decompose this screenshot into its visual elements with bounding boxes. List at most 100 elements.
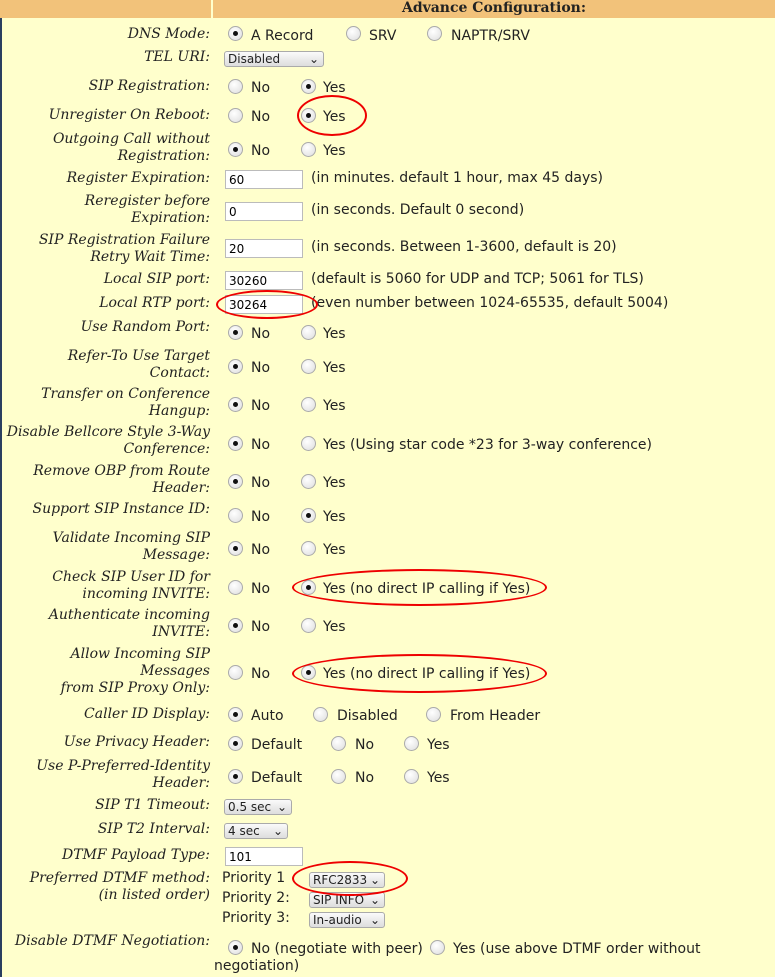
radio-validate-no[interactable] <box>228 541 243 556</box>
tel-uri-select[interactable]: Disabled ⌄ <box>224 51 324 67</box>
label-remove-obp: Remove OBP from Route Header: <box>33 463 210 496</box>
radio-callerid-from-header[interactable] <box>426 707 441 722</box>
option-label: Default <box>251 737 303 753</box>
option-label: Yes (use above DTMF order without <box>453 941 701 957</box>
radio-ppi-yes[interactable] <box>404 769 419 784</box>
radio-dns-a-record[interactable] <box>228 26 243 41</box>
dtmf-priority-1-select[interactable]: RFC2833 ⌄ <box>309 872 385 888</box>
radio-checkuser-no[interactable] <box>228 580 243 595</box>
select-value: 0.5 sec <box>228 800 272 814</box>
label-authenticate-invite: Authenticate incoming INVITE: <box>48 607 210 640</box>
radio-outgoing-no[interactable] <box>228 142 243 157</box>
radio-allowproxy-no[interactable] <box>228 665 243 680</box>
radio-ppi-no[interactable] <box>331 769 346 784</box>
radio-auth-no[interactable] <box>228 618 243 633</box>
radio-checkuser-yes[interactable] <box>301 580 316 595</box>
radio-callerid-auto[interactable] <box>228 707 243 722</box>
local-rtp-port-input[interactable] <box>225 295 303 314</box>
radio-random-no[interactable] <box>228 325 243 340</box>
option-label: No (negotiate with peer) <box>251 941 423 957</box>
radio-unreg-yes[interactable] <box>301 108 316 123</box>
label-dtmf-method: Preferred DTMF method: (in listed order) <box>29 870 210 903</box>
chevron-down-icon: ⌄ <box>308 52 319 66</box>
option-label: No <box>251 475 271 491</box>
radio-bellcore-yes[interactable] <box>301 436 316 451</box>
radio-refer-yes[interactable] <box>301 359 316 374</box>
radio-instance-no[interactable] <box>228 508 243 523</box>
option-label: Yes <box>323 326 346 342</box>
radio-transfer-yes[interactable] <box>301 397 316 412</box>
local-sip-port-input[interactable] <box>225 271 303 290</box>
dtmf-priority-3-select[interactable]: In-audio ⌄ <box>309 912 385 928</box>
radio-privacy-default[interactable] <box>228 736 243 751</box>
register-expiration-input[interactable] <box>225 170 303 189</box>
option-label: From Header <box>450 708 541 724</box>
radio-privacy-no[interactable] <box>331 736 346 751</box>
hint-text: (default is 5060 for UDP and TCP; 5061 f… <box>311 271 644 287</box>
radio-dns-srv[interactable] <box>346 26 361 41</box>
option-label: No <box>251 398 271 414</box>
chevron-down-icon: ⌄ <box>369 913 380 927</box>
label-ppi-header: Use P-Preferred-Identity Header: <box>36 758 210 791</box>
priority-3-label: Priority 3: <box>222 910 290 926</box>
dtmf-payload-input[interactable] <box>225 847 303 866</box>
label-failure-retry: SIP Registration Failure Retry Wait Time… <box>38 232 210 265</box>
select-value: RFC2833 <box>313 873 368 887</box>
option-label: Disabled <box>337 708 398 724</box>
label-sip-instance: Support SIP Instance ID: <box>32 501 211 517</box>
option-label: Yes <box>323 542 346 558</box>
select-value: Disabled <box>228 52 281 66</box>
option-label: Yes <box>323 398 346 414</box>
radio-auth-yes[interactable] <box>301 618 316 633</box>
option-label: NAPTR/SRV <box>451 28 530 44</box>
radio-dtmfneg-no[interactable] <box>228 940 243 955</box>
t2-interval-select[interactable]: 4 sec ⌄ <box>224 823 288 839</box>
radio-transfer-no[interactable] <box>228 397 243 412</box>
radio-obp-yes[interactable] <box>301 474 316 489</box>
option-label: No <box>251 109 271 125</box>
label-refer-to: Refer-To Use Target Contact: <box>67 348 210 381</box>
radio-obp-no[interactable] <box>228 474 243 489</box>
radio-dtmfneg-yes[interactable] <box>430 940 445 955</box>
option-label: Yes <box>427 737 450 753</box>
radio-outgoing-yes[interactable] <box>301 142 316 157</box>
label-t2-interval: SIP T2 Interval: <box>97 821 210 837</box>
chevron-down-icon: ⌄ <box>276 800 287 814</box>
option-label: SRV <box>369 28 397 44</box>
section-title: Advance Configuration: <box>213 0 775 18</box>
option-label: Yes <box>323 109 346 125</box>
label-local-rtp-port: Local RTP port: <box>99 295 210 311</box>
option-label: Yes <box>323 360 346 376</box>
radio-allowproxy-yes[interactable] <box>301 665 316 680</box>
label-register-expiration: Register Expiration: <box>66 170 210 186</box>
radio-random-yes[interactable] <box>301 325 316 340</box>
radio-sipreg-yes[interactable] <box>301 79 316 94</box>
failure-retry-input[interactable] <box>225 239 303 258</box>
t1-timeout-select[interactable]: 0.5 sec ⌄ <box>224 799 292 815</box>
radio-validate-yes[interactable] <box>301 541 316 556</box>
reregister-input[interactable] <box>225 202 303 221</box>
option-label: Yes <box>427 770 450 786</box>
label-outgoing-call: Outgoing Call without Registration: <box>52 131 210 164</box>
radio-bellcore-no[interactable] <box>228 436 243 451</box>
hint-text: (even number between 1024-65535, default… <box>311 295 669 311</box>
option-label: No <box>251 666 271 682</box>
label-dtmf-payload: DTMF Payload Type: <box>62 847 210 863</box>
option-label: Yes <box>323 509 346 525</box>
label-caller-id-display: Caller ID Display: <box>84 706 210 722</box>
option-label-continued: negotiation) <box>214 958 300 974</box>
option-label: Yes <box>323 143 346 159</box>
radio-callerid-disabled[interactable] <box>313 707 328 722</box>
radio-dns-naptr[interactable] <box>427 26 442 41</box>
label-privacy-header: Use Privacy Header: <box>63 734 210 750</box>
radio-unreg-no[interactable] <box>228 108 243 123</box>
radio-ppi-default[interactable] <box>228 769 243 784</box>
radio-instance-yes[interactable] <box>301 508 316 523</box>
label-reregister: Reregister before Expiration: <box>84 193 210 226</box>
dtmf-priority-2-select[interactable]: SIP INFO ⌄ <box>309 892 385 908</box>
select-value: In-audio <box>313 913 362 927</box>
radio-privacy-yes[interactable] <box>404 736 419 751</box>
label-bellcore: Disable Bellcore Style 3-Way Conference: <box>6 424 210 457</box>
radio-sipreg-no[interactable] <box>228 79 243 94</box>
radio-refer-no[interactable] <box>228 359 243 374</box>
